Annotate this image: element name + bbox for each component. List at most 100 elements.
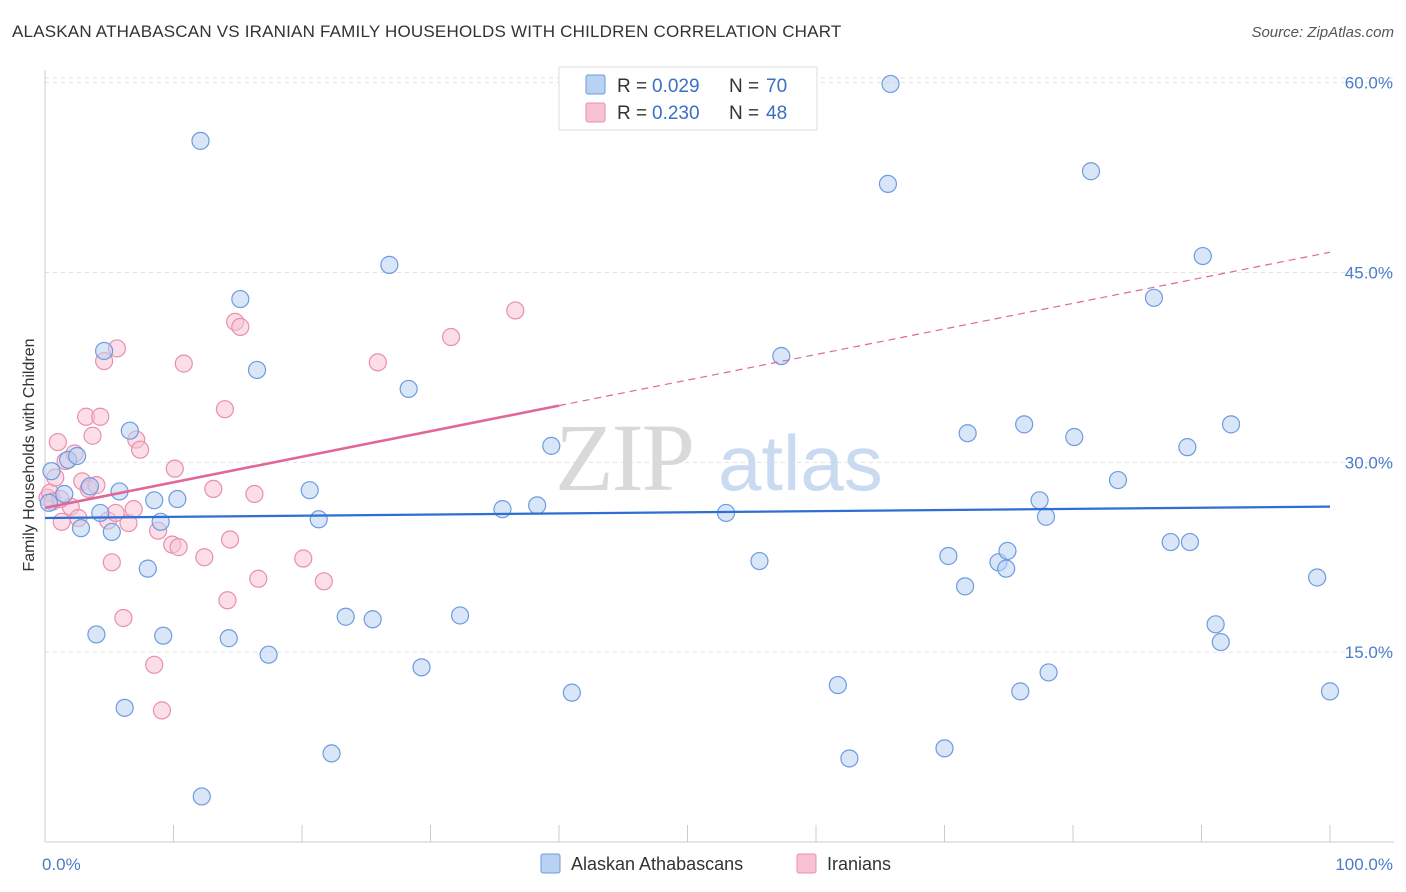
iranian-point-5: [52, 512, 71, 531]
athabascan-point-22: [247, 360, 267, 380]
axes: [44, 70, 1394, 843]
athabascan-point-36: [562, 683, 581, 702]
legend-n-label-blue: N =: [729, 76, 759, 97]
athabascan-point-46: [955, 577, 975, 596]
athabascan-point-27: [336, 607, 355, 626]
bottom-legend: Alaskan Athabascans Iranians: [540, 853, 891, 874]
trend-lines: [44, 251, 1331, 520]
athabascan-point-29: [380, 255, 399, 274]
iranian-point-40: [245, 484, 264, 504]
legend-box: R = 0.029 N = 70 R = 0.230 N = 48: [558, 66, 818, 131]
athabascan-point-24: [300, 481, 319, 500]
athabascan-point-63: [1193, 246, 1212, 266]
iranian-point-30: [165, 459, 184, 478]
athabascan-point-45: [939, 546, 958, 566]
iranian-point-4: [48, 432, 67, 452]
iranian-point-37: [220, 530, 240, 549]
athabascan-trend-line: [44, 505, 1331, 520]
legend-n-value-pink: 48: [766, 103, 787, 124]
iranian-point-41: [249, 569, 268, 588]
athabascan-point-26: [322, 744, 341, 763]
athabascan-point-47: [958, 424, 977, 443]
legend-r-value-blue: 0.029: [652, 76, 700, 97]
athabascan-point-44: [935, 739, 954, 758]
legend-swatch-blue: [585, 74, 606, 95]
athabascan-point-16: [154, 626, 173, 645]
alaskan-athabascans-points: [39, 74, 1340, 806]
athabascan-point-28: [363, 610, 382, 629]
iranian-point-25: [130, 440, 150, 459]
athabascan-point-51: [1011, 682, 1030, 701]
athabascan-point-58: [1108, 470, 1128, 490]
athabascan-point-23: [259, 645, 278, 664]
athabascan-point-42: [878, 174, 898, 194]
iranian-point-46: [506, 301, 525, 320]
athabascan-point-7: [91, 503, 110, 523]
athabascan-point-18: [191, 131, 210, 150]
athabascan-point-3: [68, 446, 87, 466]
iranian-point-32: [174, 354, 193, 373]
legend-r-label-blue: R =: [617, 76, 647, 97]
athabascan-point-62: [1180, 532, 1200, 552]
iranian-point-28: [152, 701, 172, 720]
iranian-point-15: [91, 407, 110, 426]
source-credit: Source: ZipAtlas.com: [1251, 24, 1394, 41]
athabascan-point-61: [1178, 438, 1197, 457]
athabascan-point-31: [412, 658, 431, 677]
athabascan-point-40: [828, 675, 847, 695]
bottom-legend-label-pink: Iranians: [827, 854, 891, 874]
watermark: ZIP atlas: [555, 404, 883, 511]
iranian-point-21: [114, 608, 133, 628]
athabascan-point-41: [840, 749, 859, 768]
iranian-point-18: [102, 553, 121, 572]
legend-r-value-pink: 0.230: [652, 103, 700, 124]
athabascan-point-50: [998, 541, 1017, 561]
iranians-points: [38, 301, 525, 720]
legend-swatch-pink: [585, 102, 606, 123]
iranian-point-44: [368, 353, 387, 372]
athabascan-point-69: [39, 493, 58, 512]
athabascan-point-8: [95, 341, 114, 361]
athabascan-point-11: [115, 698, 134, 717]
iranian-point-35: [215, 400, 234, 419]
bottom-legend-label-blue: Alaskan Athabascans: [571, 854, 743, 874]
iranian-point-43: [314, 572, 333, 591]
y-tick-label-0: 15.0%: [1345, 643, 1393, 662]
iranian-point-26: [145, 655, 164, 674]
y-tick-label-2: 45.0%: [1345, 263, 1393, 282]
athabascan-point-0: [42, 462, 61, 481]
athabascan-point-64: [1206, 615, 1225, 634]
athabascan-point-65: [1211, 632, 1230, 652]
iranian-trend-line-solid: [44, 404, 560, 510]
iranian-point-31: [169, 538, 188, 557]
athabascan-point-25: [309, 510, 328, 529]
athabascan-point-4: [71, 519, 91, 538]
athabascan-point-66: [1221, 415, 1241, 434]
athabascan-point-6: [87, 625, 106, 644]
athabascan-point-53: [1030, 491, 1049, 510]
athabascan-point-37: [750, 551, 769, 571]
athabascan-point-52: [1015, 415, 1034, 434]
x-tick-label-max: 100.0%: [1335, 855, 1393, 874]
athabascan-point-20: [219, 629, 238, 648]
y-tick-label-1: 30.0%: [1345, 453, 1393, 472]
y-axis-title: Family Households with Children: [21, 339, 38, 572]
athabascan-point-39: [772, 346, 791, 366]
athabascan-point-14: [145, 491, 164, 510]
legend-n-label-pink: N =: [729, 103, 759, 124]
iranian-point-42: [294, 549, 313, 568]
athabascan-point-57: [1081, 162, 1101, 181]
athabascan-point-35: [542, 436, 561, 455]
athabascan-point-17: [168, 489, 187, 509]
grid-lines: [45, 77, 1394, 653]
athabascan-point-54: [1036, 507, 1056, 526]
athabascan-point-67: [1308, 568, 1327, 587]
athabascan-point-34: [528, 496, 547, 515]
athabascan-point-56: [1065, 427, 1084, 447]
bottom-legend-swatch-pink: [796, 853, 817, 874]
iranian-point-39: [231, 317, 250, 337]
legend-r-label-pink: R =: [617, 103, 647, 124]
athabascan-point-60: [1161, 532, 1180, 552]
athabascan-point-32: [450, 606, 470, 625]
